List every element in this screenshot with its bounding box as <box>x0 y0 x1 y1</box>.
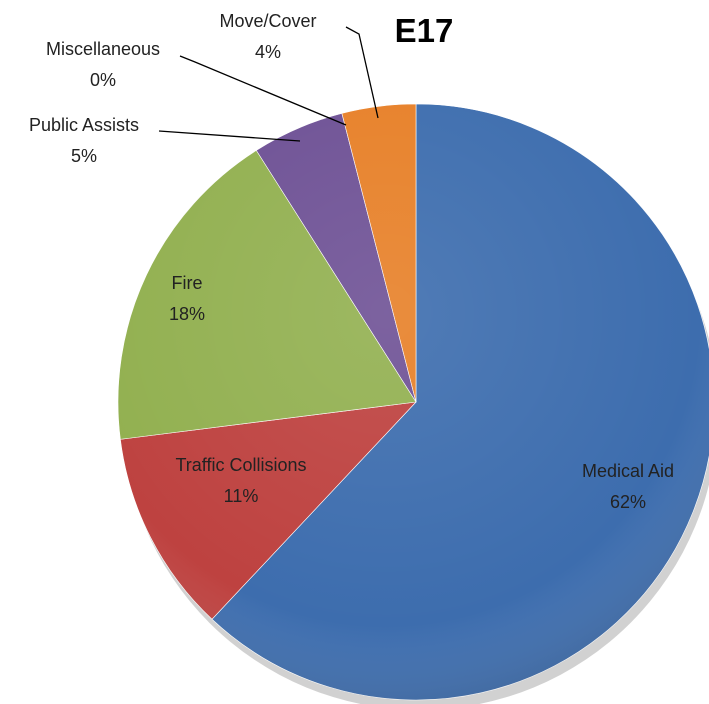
slice-label-value-medical-aid: 62% <box>610 492 646 512</box>
slice-label-value-public-assists: 5% <box>71 146 97 166</box>
slice-label-value-traffic-collisions: 11% <box>224 486 259 506</box>
slice-label-name-medical-aid: Medical Aid <box>582 461 674 481</box>
slice-labels: Medical Aid 62% Traffic Collisions 11% Fire 1… <box>29 11 674 512</box>
leader-line-move-cover <box>345 26 379 119</box>
leader-line-public-assists <box>158 130 301 142</box>
leader-line-miscellaneous <box>179 55 347 126</box>
leader-lines <box>158 26 379 142</box>
slice-label-name-miscellaneous: Miscellaneous <box>46 39 160 59</box>
slice-label-name-fire: Fire <box>172 273 203 293</box>
slice-label-name-public-assists: Public Assists <box>29 115 139 135</box>
slice-label-name-move-cover: Move/Cover <box>219 11 316 31</box>
slice-label-value-move-cover: 4% <box>255 42 281 62</box>
pie-slices <box>117 103 709 701</box>
slice-label-value-miscellaneous: 0% <box>90 70 116 90</box>
slice-label-name-traffic-collisions: Traffic Collisions <box>175 455 306 475</box>
chart-title: E17 <box>395 12 454 49</box>
slice-label-value-fire: 18% <box>169 304 205 324</box>
